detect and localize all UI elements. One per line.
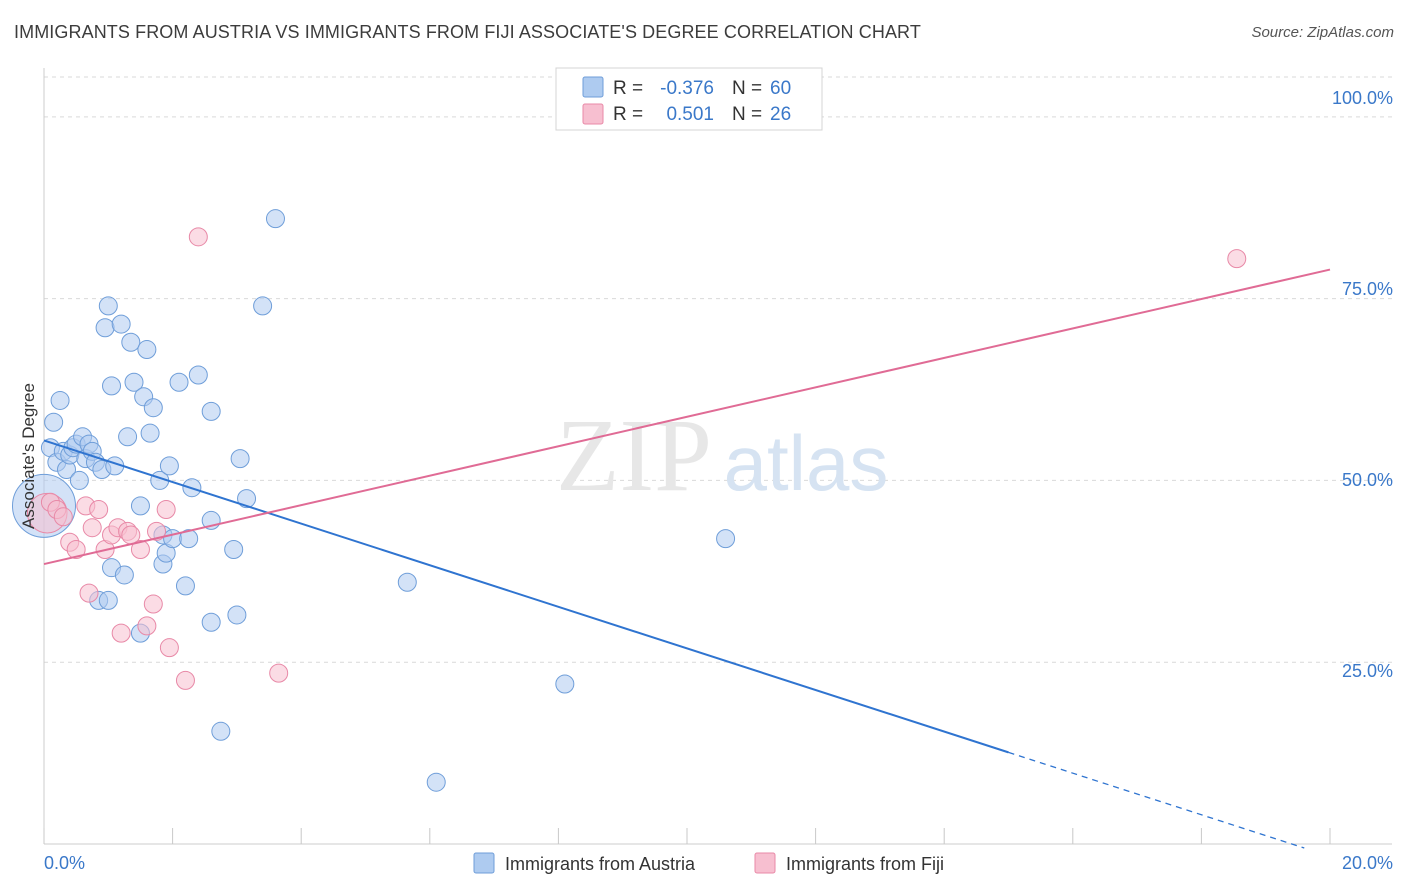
austria-point-52 <box>230 449 250 469</box>
fiji-point-5 <box>66 540 86 560</box>
y-tick-label-25: 25.0% <box>1342 661 1393 681</box>
bottom-legend-label-fiji: Immigrants from Fiji <box>786 854 944 874</box>
y-tick-label-50: 50.0% <box>1342 470 1393 490</box>
austria-point-10 <box>69 470 89 490</box>
austria-point-47 <box>201 401 221 421</box>
fiji-point-8 <box>82 518 102 538</box>
legend-swatch-austria <box>582 76 604 98</box>
austria-point-53 <box>237 489 257 509</box>
austria-point-32 <box>140 423 160 443</box>
austria-point-21 <box>98 590 118 610</box>
bottom-legend-swatch-austria <box>473 852 495 874</box>
austria-point-59 <box>716 529 736 549</box>
austria-point-24 <box>111 314 131 334</box>
y-axis-label: Associate's Degree <box>19 383 38 529</box>
austria-point-26 <box>118 427 138 447</box>
austria-point-31 <box>137 340 157 360</box>
fiji-point-20 <box>156 500 176 520</box>
fiji-point-3 <box>53 507 73 527</box>
austria-point-2 <box>44 412 64 432</box>
trend-line-austria-extension <box>1008 751 1305 849</box>
bottom-legend-label-austria: Immigrants from Austria <box>505 854 696 874</box>
fiji-point-23 <box>188 227 208 247</box>
austria-point-49 <box>211 721 231 741</box>
austria-point-58 <box>555 674 575 694</box>
grid-lines <box>44 76 1392 663</box>
austria-point-42 <box>175 576 195 596</box>
austria-point-50 <box>224 540 244 560</box>
fiji-point-21 <box>159 638 179 658</box>
austria-point-18 <box>95 318 115 338</box>
austria-point-33 <box>143 398 163 418</box>
austria-point-27 <box>121 332 141 352</box>
fiji-point-18 <box>143 594 163 614</box>
watermark-atlas: atlas <box>724 419 889 507</box>
y-tick-label-100: 100.0% <box>1332 88 1393 108</box>
bottom-legend-swatch-fiji <box>754 852 776 874</box>
fiji-point-25 <box>1227 249 1247 269</box>
x-tick-label-min: 0.0% <box>44 853 85 873</box>
series-legend: Immigrants from Austria Immigrants from … <box>473 852 944 874</box>
legend-r-austria: -0.376 <box>660 78 714 99</box>
source-credit: Source: ZipAtlas.com <box>1251 24 1394 41</box>
legend-n-label-fiji: N = <box>732 104 762 125</box>
fiji-point-13 <box>111 623 131 643</box>
austria-point-19 <box>98 296 118 316</box>
trend-lines <box>43 268 1331 849</box>
austria-point-54 <box>253 296 273 316</box>
legend-n-label-austria: N = <box>732 78 762 99</box>
chart-title: IMMIGRANTS FROM AUSTRIA VS IMMIGRANTS FR… <box>14 22 921 42</box>
x-axis-ticks <box>43 828 1331 844</box>
austria-point-56 <box>397 572 417 592</box>
x-tick-label-max: 20.0% <box>1342 853 1393 873</box>
trend-line-fiji <box>43 268 1331 566</box>
austria-point-29 <box>130 496 150 516</box>
fiji-point-24 <box>269 663 289 683</box>
legend-swatch-fiji <box>582 103 604 125</box>
austria-point-51 <box>227 605 247 625</box>
watermark-zip: ZIP <box>556 398 712 513</box>
austria-point-39 <box>159 456 179 476</box>
austria-point-48 <box>201 612 221 632</box>
austria-point-4 <box>50 390 70 410</box>
austria-point-28 <box>124 372 144 392</box>
y-tick-label-75: 75.0% <box>1342 279 1393 299</box>
fiji-point-7 <box>79 583 99 603</box>
austria-point-20 <box>102 376 122 396</box>
austria-point-45 <box>188 365 208 385</box>
trend-line-austria <box>43 439 1009 754</box>
legend-r-label-austria: R = <box>613 78 643 99</box>
austria-point-25 <box>114 565 134 585</box>
legend-r-fiji: 0.501 <box>666 104 714 125</box>
legend-n-fiji: 26 <box>770 104 791 125</box>
legend-r-label-fiji: R = <box>613 104 643 125</box>
austria-point-43 <box>179 529 199 549</box>
fiji-point-9 <box>89 500 109 520</box>
austria-point-41 <box>169 372 189 392</box>
series-fiji-points <box>26 227 1247 690</box>
legend-n-austria: 60 <box>770 78 791 99</box>
austria-point-57 <box>426 772 446 792</box>
correlation-legend: R = -0.376 N = 60 R = 0.501 N = 26 <box>555 67 823 131</box>
fiji-point-17 <box>137 616 157 636</box>
fiji-point-19 <box>147 521 167 541</box>
fiji-point-16 <box>130 540 150 560</box>
fiji-point-22 <box>175 670 195 690</box>
austria-point-55 <box>265 209 285 229</box>
